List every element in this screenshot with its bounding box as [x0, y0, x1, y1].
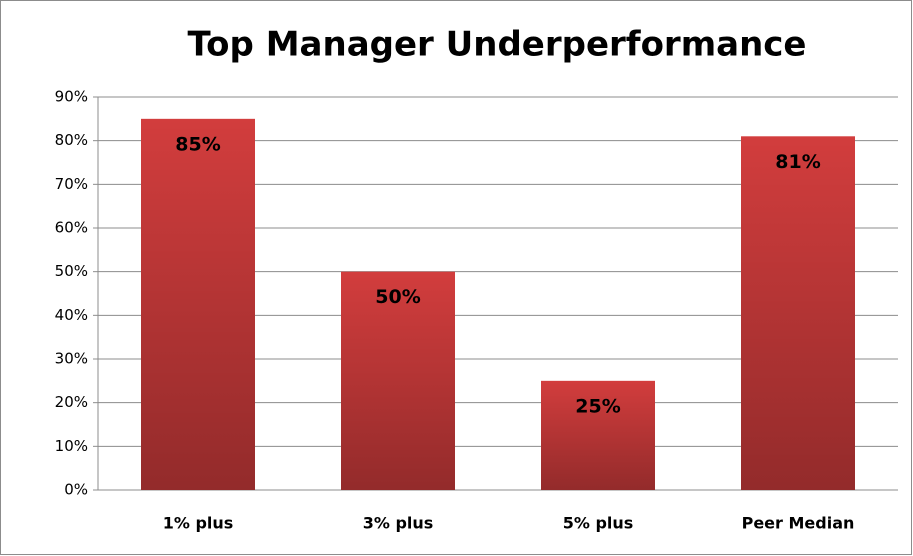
y-tick-label: 0%	[64, 481, 88, 499]
data-label: 81%	[775, 151, 820, 173]
y-tick-label: 40%	[55, 306, 88, 324]
data-label: 25%	[575, 395, 620, 417]
x-tick-label: 1% plus	[163, 514, 234, 533]
bar-shade	[541, 380, 655, 490]
x-tick-label: 5% plus	[563, 514, 634, 533]
y-tick-label: 30%	[55, 350, 88, 368]
y-tick-label: 70%	[55, 175, 88, 193]
y-tick-label: 20%	[55, 393, 88, 411]
y-tick-label: 80%	[55, 131, 88, 149]
y-tick-label: 60%	[55, 219, 88, 237]
bar-shade	[741, 136, 855, 491]
chart-title: Top Manager Underperformance	[188, 25, 807, 65]
y-tick-label: 90%	[55, 88, 88, 106]
y-tick-label: 50%	[55, 262, 88, 280]
data-label: 85%	[175, 133, 220, 155]
bar-shade	[341, 271, 455, 490]
bar-shade	[141, 118, 255, 490]
y-tick-label: 10%	[55, 437, 88, 455]
x-tick-label: Peer Median	[742, 514, 855, 533]
x-tick-label: 3% plus	[363, 514, 434, 533]
data-label: 50%	[375, 286, 420, 308]
